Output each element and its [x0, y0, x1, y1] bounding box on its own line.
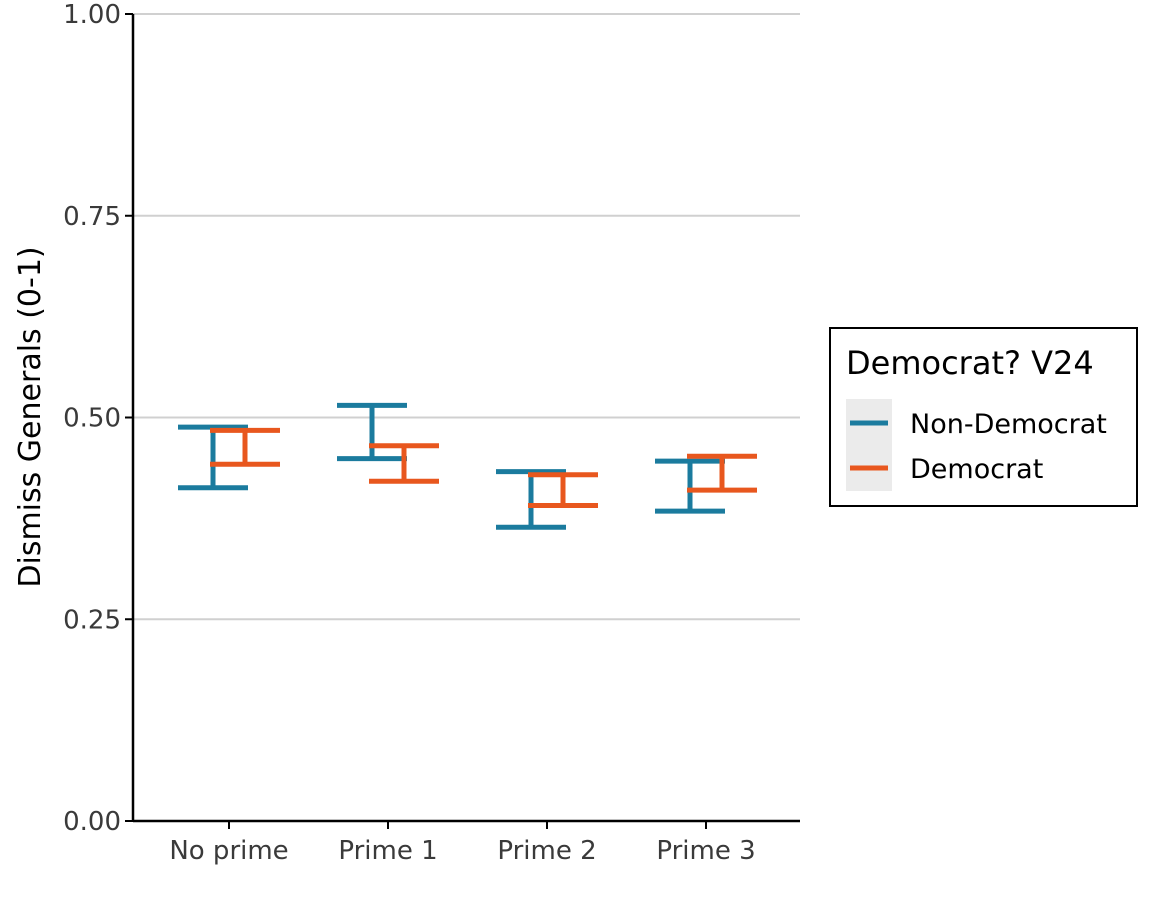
- x-tick-label: No prime: [169, 836, 288, 866]
- errorbar-democrat: [369, 443, 439, 484]
- x-tick-label: Prime 2: [497, 836, 596, 866]
- y-tick-label: 0.50: [63, 404, 121, 434]
- errorbar-democrat: [687, 453, 757, 493]
- y-tick-label: 1.00: [63, 0, 121, 30]
- errorbar-democrat: [528, 472, 598, 508]
- y-tick-label: 0.25: [63, 605, 121, 635]
- gridlines: [133, 13, 800, 621]
- x-tick-label: Prime 3: [656, 836, 755, 866]
- errorbar-non-democrat: [178, 424, 248, 491]
- y-tick-label: 0.75: [63, 202, 121, 232]
- error-bars: [178, 402, 757, 530]
- legend-label-non-democrat: Non-Democrat: [910, 409, 1107, 440]
- errorbar-non-democrat: [655, 458, 725, 514]
- y-axis-title: Dismiss Generals (0-1): [13, 246, 48, 587]
- y-ticks: 0.00 0.25 0.50 0.75 1.00: [63, 0, 133, 837]
- legend-key-bg: [846, 399, 892, 491]
- legend-label-democrat: Democrat: [910, 454, 1043, 485]
- x-tick-label: Prime 1: [338, 836, 437, 866]
- errorbar-democrat: [210, 427, 280, 467]
- legend: Democrat? V24 Non-Democrat Democrat: [829, 327, 1138, 507]
- errorbar-non-democrat: [496, 469, 566, 530]
- y-tick-label: 0.00: [63, 807, 121, 837]
- x-ticks: No prime Prime 1 Prime 2 Prime 3: [169, 821, 756, 866]
- errorbar-non-democrat: [337, 402, 407, 462]
- legend-title: Democrat? V24: [846, 344, 1094, 382]
